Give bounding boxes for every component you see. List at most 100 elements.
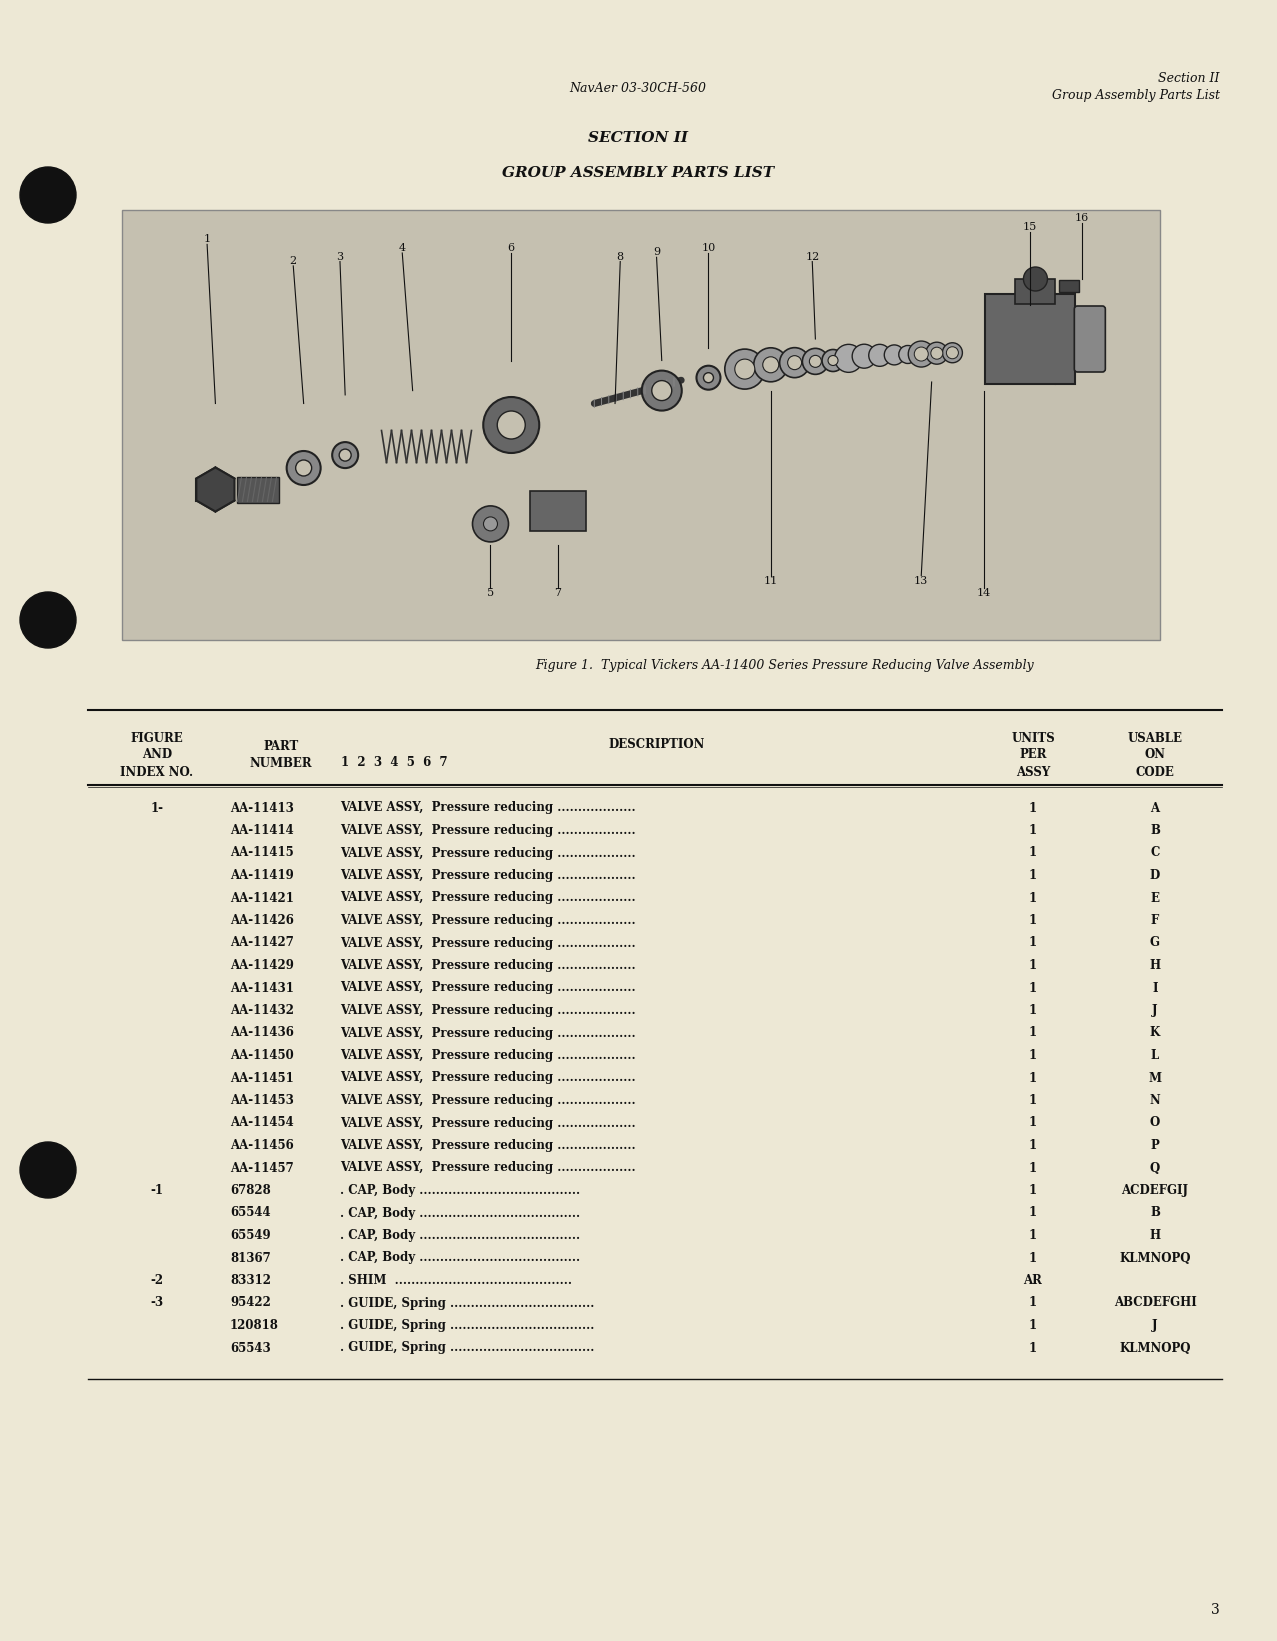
Text: . SHIM  ...........................................: . SHIM .................................… bbox=[340, 1273, 572, 1287]
FancyBboxPatch shape bbox=[1074, 305, 1106, 373]
Text: AA-11456: AA-11456 bbox=[230, 1139, 294, 1152]
Text: AA-11436: AA-11436 bbox=[230, 1027, 294, 1039]
Text: . CAP, Body .......................................: . CAP, Body ............................… bbox=[340, 1229, 580, 1242]
Text: 1: 1 bbox=[1029, 1206, 1037, 1219]
Circle shape bbox=[908, 341, 935, 368]
Text: AA-11451: AA-11451 bbox=[230, 1072, 294, 1085]
Text: 11: 11 bbox=[764, 576, 778, 586]
Circle shape bbox=[822, 350, 844, 371]
Text: VALVE ASSY,  Pressure reducing ...................: VALVE ASSY, Pressure reducing ..........… bbox=[340, 801, 636, 814]
Text: 1: 1 bbox=[1029, 1095, 1037, 1108]
Text: -1: -1 bbox=[151, 1185, 163, 1196]
Circle shape bbox=[788, 356, 802, 369]
Bar bbox=[530, 491, 586, 532]
Text: ABCDEFGHI: ABCDEFGHI bbox=[1114, 1296, 1197, 1310]
Text: VALVE ASSY,  Pressure reducing ...................: VALVE ASSY, Pressure reducing ..........… bbox=[340, 847, 636, 860]
Text: DESCRIPTION: DESCRIPTION bbox=[609, 738, 705, 752]
Text: 83312: 83312 bbox=[230, 1273, 271, 1287]
Text: PART
NUMBER: PART NUMBER bbox=[250, 740, 313, 770]
Text: 1: 1 bbox=[1029, 1004, 1037, 1017]
Circle shape bbox=[725, 350, 765, 389]
Text: 16: 16 bbox=[1075, 213, 1089, 223]
Circle shape bbox=[852, 345, 876, 368]
Text: 1: 1 bbox=[1029, 958, 1037, 971]
Text: P: P bbox=[1151, 1139, 1160, 1152]
Circle shape bbox=[835, 345, 862, 373]
Text: AA-11453: AA-11453 bbox=[230, 1095, 294, 1108]
Circle shape bbox=[340, 450, 351, 461]
Text: M: M bbox=[1148, 1072, 1162, 1085]
Text: K: K bbox=[1149, 1027, 1160, 1039]
Text: 1: 1 bbox=[1029, 937, 1037, 950]
Bar bbox=[1059, 281, 1079, 292]
Text: 1  2  3  4  5  6  7: 1 2 3 4 5 6 7 bbox=[341, 757, 448, 770]
Text: 1: 1 bbox=[1029, 981, 1037, 994]
Text: 1: 1 bbox=[1029, 1139, 1037, 1152]
Text: AA-11415: AA-11415 bbox=[230, 847, 294, 860]
Text: 3: 3 bbox=[336, 251, 344, 261]
Text: -2: -2 bbox=[151, 1273, 163, 1287]
Text: VALVE ASSY,  Pressure reducing ...................: VALVE ASSY, Pressure reducing ..........… bbox=[340, 914, 636, 927]
Text: 1: 1 bbox=[1029, 847, 1037, 860]
Text: 1: 1 bbox=[1029, 1072, 1037, 1085]
Bar bbox=[123, 210, 1160, 640]
Text: 1: 1 bbox=[1029, 1027, 1037, 1039]
Text: 1: 1 bbox=[1029, 1296, 1037, 1310]
Circle shape bbox=[734, 359, 755, 379]
Circle shape bbox=[926, 343, 948, 364]
Text: 1: 1 bbox=[1029, 1229, 1037, 1242]
Circle shape bbox=[497, 410, 525, 440]
Text: . CAP, Body .......................................: . CAP, Body ............................… bbox=[340, 1252, 580, 1265]
Text: 95422: 95422 bbox=[230, 1296, 271, 1310]
Circle shape bbox=[946, 346, 959, 359]
Text: -3: -3 bbox=[151, 1296, 163, 1310]
Circle shape bbox=[642, 371, 682, 410]
Text: VALVE ASSY,  Pressure reducing ...................: VALVE ASSY, Pressure reducing ..........… bbox=[340, 1049, 636, 1062]
Text: A: A bbox=[1151, 801, 1160, 814]
Text: 7: 7 bbox=[554, 589, 562, 599]
Text: . GUIDE, Spring ...................................: . GUIDE, Spring ........................… bbox=[340, 1296, 594, 1310]
Text: KLMNOPQ: KLMNOPQ bbox=[1119, 1341, 1190, 1354]
Text: . CAP, Body .......................................: . CAP, Body ............................… bbox=[340, 1185, 580, 1196]
Text: O: O bbox=[1149, 1116, 1160, 1129]
Text: Q: Q bbox=[1149, 1162, 1160, 1175]
Text: 6: 6 bbox=[508, 243, 515, 253]
Text: 1: 1 bbox=[1029, 1162, 1037, 1175]
Text: VALVE ASSY,  Pressure reducing ...................: VALVE ASSY, Pressure reducing ..........… bbox=[340, 1004, 636, 1017]
Text: 1: 1 bbox=[1029, 1049, 1037, 1062]
Circle shape bbox=[868, 345, 891, 366]
Circle shape bbox=[753, 348, 788, 382]
Text: VALVE ASSY,  Pressure reducing ...................: VALVE ASSY, Pressure reducing ..........… bbox=[340, 1139, 636, 1152]
Text: AA-11419: AA-11419 bbox=[230, 870, 294, 881]
Circle shape bbox=[931, 348, 942, 359]
Text: . CAP, Body .......................................: . CAP, Body ............................… bbox=[340, 1206, 580, 1219]
Text: L: L bbox=[1151, 1049, 1160, 1062]
Text: 14: 14 bbox=[977, 589, 991, 599]
Text: 3: 3 bbox=[1212, 1603, 1220, 1616]
Text: 10: 10 bbox=[701, 243, 715, 253]
Text: Figure 1.  Typical Vickers AA-11400 Series Pressure Reducing Valve Assembly: Figure 1. Typical Vickers AA-11400 Serie… bbox=[535, 658, 1034, 671]
Text: 1: 1 bbox=[1029, 870, 1037, 881]
Text: 65543: 65543 bbox=[230, 1341, 271, 1354]
Circle shape bbox=[899, 346, 917, 363]
Text: Section II: Section II bbox=[1158, 72, 1220, 84]
Text: 1: 1 bbox=[1029, 1341, 1037, 1354]
Circle shape bbox=[472, 505, 508, 542]
Circle shape bbox=[802, 348, 829, 374]
Circle shape bbox=[651, 381, 672, 400]
Text: 1-: 1- bbox=[151, 801, 163, 814]
Text: E: E bbox=[1151, 891, 1160, 904]
Circle shape bbox=[332, 441, 358, 468]
Text: VALVE ASSY,  Pressure reducing ...................: VALVE ASSY, Pressure reducing ..........… bbox=[340, 824, 636, 837]
Circle shape bbox=[914, 346, 928, 361]
Text: AA-11413: AA-11413 bbox=[230, 801, 294, 814]
Text: D: D bbox=[1149, 870, 1160, 881]
Circle shape bbox=[827, 356, 838, 366]
Bar bbox=[1015, 279, 1055, 304]
Text: B: B bbox=[1151, 1206, 1160, 1219]
Text: NavAer 03-30CH-560: NavAer 03-30CH-560 bbox=[570, 82, 706, 95]
Text: 1: 1 bbox=[1029, 891, 1037, 904]
Text: AA-11431: AA-11431 bbox=[230, 981, 294, 994]
Circle shape bbox=[296, 459, 312, 476]
Text: USABLE
ON
CODE: USABLE ON CODE bbox=[1128, 732, 1183, 778]
